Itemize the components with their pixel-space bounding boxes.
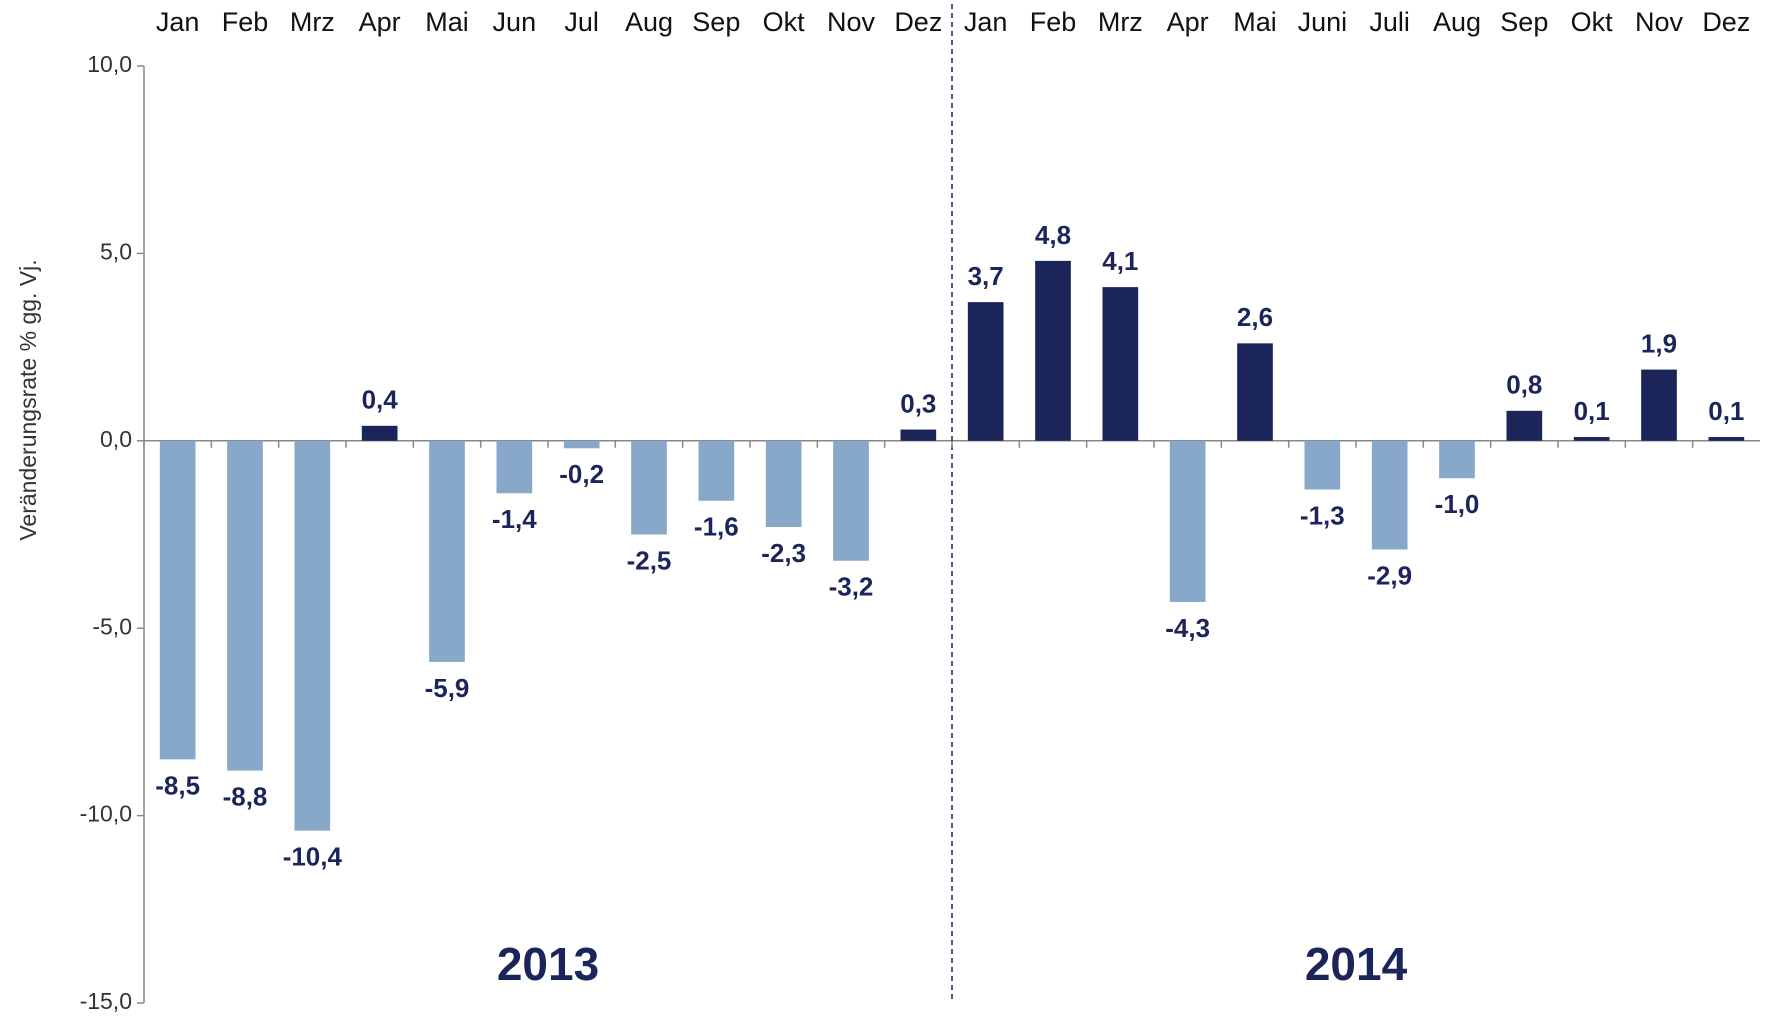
x-tick-label: Jan xyxy=(964,7,1008,37)
bar xyxy=(159,440,196,760)
x-tick-label: Mai xyxy=(1233,7,1277,37)
value-label: -10,4 xyxy=(283,841,343,871)
value-label: -1,0 xyxy=(1435,489,1480,519)
x-tick-label: Feb xyxy=(222,7,269,37)
value-label: -8,5 xyxy=(155,770,200,800)
value-label: -5,9 xyxy=(425,673,470,703)
x-tick-label: Okt xyxy=(763,7,806,37)
value-label: 3,7 xyxy=(968,261,1004,291)
y-tick-label: 0,0 xyxy=(100,426,132,452)
x-tick-label: Nov xyxy=(827,7,876,37)
x-tick-label: Sep xyxy=(692,7,740,37)
value-label: 0,1 xyxy=(1708,396,1744,426)
bar xyxy=(1102,287,1139,441)
bar xyxy=(833,440,869,561)
value-label: 4,8 xyxy=(1035,220,1071,250)
bar xyxy=(429,440,465,662)
x-tick-label: Juli xyxy=(1369,7,1410,37)
bar xyxy=(1506,410,1543,441)
x-tick-label: Jun xyxy=(493,7,537,37)
x-tick-label: Apr xyxy=(1167,7,1209,37)
value-label: 4,1 xyxy=(1102,246,1138,276)
bar xyxy=(563,440,600,449)
x-tick-label: Dez xyxy=(894,7,942,37)
bar xyxy=(631,440,667,535)
x-tick-label: Mrz xyxy=(1098,7,1143,37)
x-tick-label: Mrz xyxy=(290,7,335,37)
x-tick-label: Aug xyxy=(625,7,673,37)
value-label: 1,9 xyxy=(1641,328,1677,358)
y-tick-label: 5,0 xyxy=(100,238,132,264)
value-label: -2,3 xyxy=(761,538,806,568)
value-label: 0,1 xyxy=(1574,396,1610,426)
value-label: 0,3 xyxy=(900,388,936,418)
x-tick-label: Okt xyxy=(1571,7,1614,37)
value-label: 0,4 xyxy=(362,385,399,415)
x-tick-label: Mai xyxy=(425,7,469,37)
value-label: -0,2 xyxy=(559,459,604,489)
y-tick-label: -15,0 xyxy=(80,988,132,1014)
bar xyxy=(1237,343,1273,441)
value-label: -2,5 xyxy=(627,545,672,575)
year-label: 2014 xyxy=(1305,938,1408,990)
value-label: -8,8 xyxy=(223,781,268,811)
x-tick-label: Jul xyxy=(564,7,599,37)
bar xyxy=(1371,440,1408,550)
bar xyxy=(361,425,398,441)
x-tick-label: Apr xyxy=(359,7,401,37)
bar xyxy=(227,440,263,771)
y-axis-label: Veränderungsrate % gg. Vj. xyxy=(15,259,41,540)
value-label: -4,3 xyxy=(1165,613,1210,643)
x-tick-label: Sep xyxy=(1500,7,1548,37)
y-tick-label: 10,0 xyxy=(87,51,132,77)
bar xyxy=(698,440,735,501)
y-tick-label: -10,0 xyxy=(80,801,132,827)
bar xyxy=(1304,440,1341,490)
x-tick-label: Feb xyxy=(1030,7,1077,37)
x-tick-label: Aug xyxy=(1433,7,1481,37)
x-tick-label: Nov xyxy=(1635,7,1684,37)
bar xyxy=(1708,437,1745,441)
value-label: -1,6 xyxy=(694,512,739,542)
bar xyxy=(1035,260,1071,441)
y-tick-label: -5,0 xyxy=(92,613,132,639)
bar xyxy=(496,440,533,494)
bar xyxy=(1641,369,1677,441)
bar xyxy=(900,429,937,441)
value-label: -1,3 xyxy=(1300,500,1345,530)
value-label: -1,4 xyxy=(492,504,537,534)
bar xyxy=(765,440,802,528)
bar xyxy=(1439,440,1475,479)
x-tick-label: Jan xyxy=(156,7,200,37)
x-tick-label: Dez xyxy=(1702,7,1750,37)
bar xyxy=(1169,440,1206,602)
value-label: -3,2 xyxy=(829,572,874,602)
value-label: -2,9 xyxy=(1367,560,1412,590)
bar xyxy=(294,440,331,831)
x-tick-label: Juni xyxy=(1298,7,1348,37)
value-label: 2,6 xyxy=(1237,302,1273,332)
bar xyxy=(1573,437,1610,441)
year-label: 2013 xyxy=(497,938,599,990)
bar xyxy=(967,302,1004,441)
value-label: 0,8 xyxy=(1506,370,1542,400)
